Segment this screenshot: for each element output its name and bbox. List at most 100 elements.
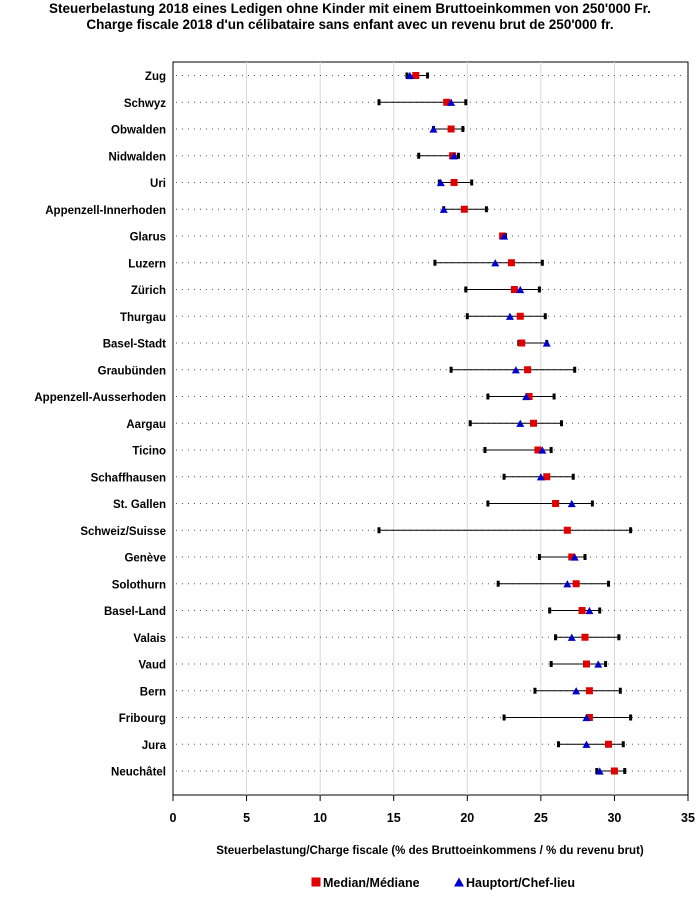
category-label: Bern — [140, 686, 166, 698]
capital-marker — [595, 767, 604, 775]
median-marker — [552, 500, 560, 507]
range-min-cap — [465, 313, 469, 320]
median-marker — [460, 205, 468, 213]
capital-marker — [582, 740, 591, 748]
category-label: Graubünden — [98, 365, 166, 377]
range-max-cap — [464, 99, 468, 106]
category-row: Genève — [124, 553, 686, 565]
range-max-cap — [604, 661, 608, 667]
range-max-cap — [484, 206, 488, 213]
range-max-cap — [470, 179, 474, 186]
range-min-cap — [486, 500, 490, 507]
category-row: Aargau — [126, 419, 686, 431]
category-row: Appenzell-Ausserhoden — [34, 392, 686, 404]
category-row: Nidwalden — [108, 151, 686, 163]
range-max-cap — [549, 447, 553, 453]
range-max-cap — [607, 580, 611, 587]
range-max-cap — [598, 607, 602, 614]
category-label: Solothurn — [112, 579, 166, 591]
capital-marker — [516, 285, 525, 294]
range-min-cap — [433, 259, 437, 266]
category-row: Zug — [145, 71, 686, 83]
range-min-cap — [449, 366, 453, 373]
capital-marker — [450, 152, 459, 160]
x-tick-label: 35 — [681, 811, 695, 825]
range-max-cap — [618, 687, 622, 694]
x-axis: 0 5 10 15 20 25 30 35 Steuerbelastung/Charge fis… — [170, 795, 695, 857]
x-tick-label: 20 — [460, 811, 474, 825]
median-marker — [516, 312, 524, 320]
capital-marker — [405, 71, 414, 80]
category-label: Fribourg — [119, 713, 166, 725]
capital-marker — [439, 205, 448, 213]
range-max-cap — [552, 393, 556, 400]
category-row: Schweiz/Suisse — [80, 526, 686, 538]
range-max-cap — [629, 527, 633, 534]
category-label: Aargau — [126, 419, 166, 431]
capital-marker — [567, 633, 576, 641]
capital-marker — [585, 606, 594, 615]
category-row: Schwyz — [124, 98, 686, 110]
chart-title-line-1: Steuerbelastung 2018 eines Ledigen ohne … — [49, 1, 651, 16]
capital-marker — [505, 312, 514, 320]
category-row: Valais — [133, 633, 686, 645]
median-marker — [568, 553, 576, 561]
range-min-cap — [549, 661, 553, 667]
range-max-cap — [629, 714, 633, 721]
category-row: Jura — [142, 740, 686, 752]
legend: Median/Médiane Hauptort/Chef-lieu — [311, 876, 575, 890]
capital-marker — [436, 178, 445, 187]
range-min-cap — [595, 768, 599, 774]
gridlines — [172, 61, 689, 796]
x-axis-label: Steuerbelastung/Charge fiscale (% des Br… — [216, 845, 644, 857]
median-marker — [518, 339, 526, 347]
range-min-cap — [502, 473, 506, 480]
category-label: Valais — [133, 633, 166, 645]
median-marker — [524, 366, 532, 374]
range-max-cap — [583, 554, 587, 560]
legend-median-label: Median/Médiane — [323, 876, 420, 890]
median-marker — [582, 660, 590, 668]
capital-marker — [516, 419, 525, 427]
range-min-cap — [417, 152, 421, 159]
category-row: Appenzell-Innerhoden — [45, 205, 686, 217]
median-marker — [443, 98, 451, 106]
capital-marker — [594, 660, 603, 668]
range-min-cap — [496, 580, 500, 587]
median-marker — [578, 607, 586, 614]
range-min-cap — [533, 687, 537, 694]
median-marker — [525, 393, 533, 400]
range-max-cap — [571, 473, 575, 480]
range-max-cap — [537, 286, 541, 293]
range-max-cap — [573, 366, 577, 373]
category-label: Appenzell-Ausserhoden — [34, 392, 166, 404]
category-row: Graubünden — [98, 365, 686, 377]
capital-marker — [500, 232, 509, 240]
range-max-cap — [617, 634, 621, 641]
category-label: Schaffhausen — [91, 472, 166, 484]
capital-marker — [538, 446, 547, 454]
x-tick-label: 15 — [387, 811, 401, 825]
x-tick-label: 5 — [243, 811, 250, 825]
range-min-cap — [405, 72, 409, 79]
category-row: St. Gallen — [113, 499, 686, 511]
category-row: Uri — [150, 178, 686, 190]
range-max-cap — [426, 72, 430, 79]
category-row: Thurgau — [120, 312, 686, 324]
capital-marker — [429, 125, 438, 133]
x-tick-label: 0 — [170, 811, 177, 825]
capital-marker — [572, 687, 581, 695]
range-min-cap — [377, 99, 381, 106]
median-marker — [585, 687, 593, 695]
range-min-cap — [537, 554, 541, 560]
median-marker — [585, 714, 593, 721]
category-label: St. Gallen — [113, 499, 166, 511]
legend-capital-marker — [454, 877, 464, 887]
category-label: Zug — [145, 71, 166, 83]
category-label: Obwalden — [111, 125, 166, 137]
range-max-cap — [543, 313, 547, 320]
range-max-cap — [540, 259, 544, 266]
median-marker — [534, 446, 542, 454]
category-label: Thurgau — [120, 312, 166, 324]
